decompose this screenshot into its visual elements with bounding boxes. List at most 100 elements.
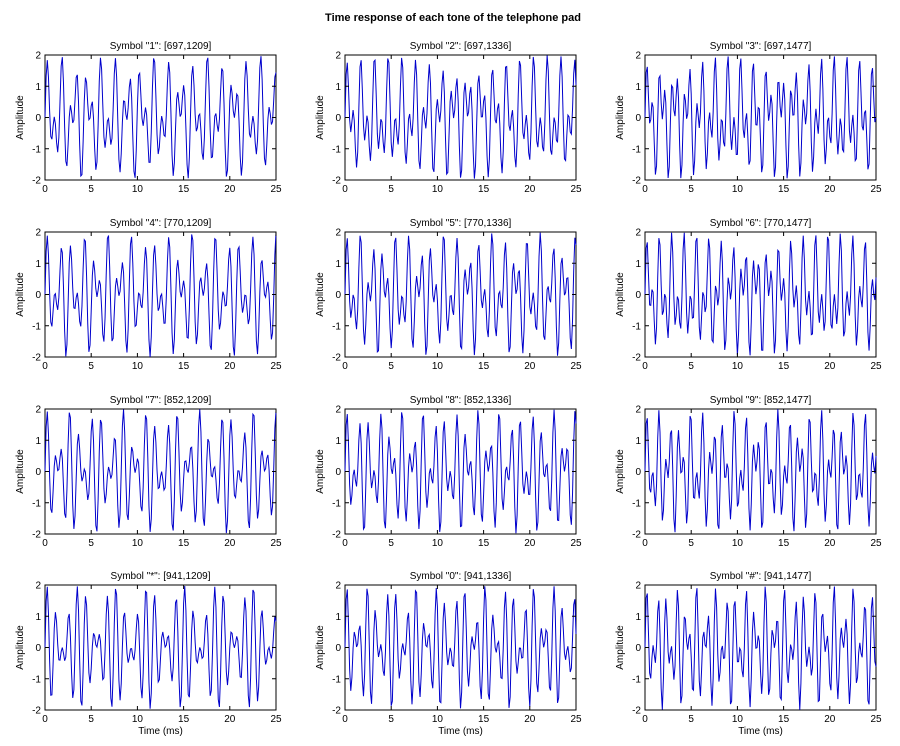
y-tick-label: -1: [632, 321, 641, 332]
y-tick-label: 1: [35, 436, 41, 447]
y-axis-label: Amplitude: [315, 272, 326, 317]
subplot-title: Symbol "1": [697,1209]: [110, 41, 212, 52]
y-tick-label: -2: [32, 176, 41, 187]
x-tick-label: 25: [270, 538, 282, 549]
signal-line: [644, 232, 877, 356]
x-tick-label: 5: [88, 184, 94, 195]
y-tick-label: 2: [335, 581, 341, 592]
x-tick-label: 0: [642, 361, 648, 372]
y-tick-label: -1: [32, 674, 41, 685]
x-axis-label: Time (ms): [738, 726, 783, 737]
y-tick-label: -1: [632, 498, 641, 509]
x-tick-label: 5: [388, 538, 394, 549]
y-tick-label: 2: [635, 581, 641, 592]
y-tick-label: -1: [332, 144, 341, 155]
y-tick-label: 0: [35, 643, 41, 654]
y-tick-label: 2: [635, 405, 641, 416]
y-tick-label: -1: [332, 498, 341, 509]
x-tick-label: 5: [688, 714, 694, 725]
x-tick-label: 15: [778, 184, 790, 195]
y-tick-label: 1: [35, 82, 41, 93]
x-tick-label: 20: [224, 361, 236, 372]
x-tick-label: 15: [178, 538, 190, 549]
y-tick-label: 1: [335, 259, 341, 270]
x-tick-label: 0: [42, 184, 48, 195]
x-tick-label: 20: [524, 538, 536, 549]
x-tick-label: 0: [42, 714, 48, 725]
y-tick-label: -2: [332, 530, 341, 541]
x-tick-label: 10: [132, 361, 144, 372]
y-axis-label: Amplitude: [615, 625, 626, 670]
y-tick-label: 0: [335, 113, 341, 124]
x-tick-label: 15: [478, 538, 490, 549]
subplot-title: Symbol "2": [697,1336]: [410, 41, 512, 52]
x-tick-label: 25: [570, 538, 582, 549]
x-tick-label: 0: [642, 538, 648, 549]
x-tick-label: 5: [88, 361, 94, 372]
x-tick-label: 15: [778, 714, 790, 725]
subplot-title: Symbol "5": [770,1336]: [410, 218, 512, 229]
x-tick-label: 20: [524, 361, 536, 372]
signal-line: [44, 232, 277, 357]
y-tick-label: 2: [335, 405, 341, 416]
axes-frame: [344, 584, 577, 711]
x-tick-label: 20: [824, 361, 836, 372]
x-tick-label: 20: [824, 538, 836, 549]
y-tick-label: -1: [332, 321, 341, 332]
y-tick-label: 2: [35, 581, 41, 592]
y-tick-label: 0: [635, 113, 641, 124]
y-axis-label: Amplitude: [15, 449, 26, 494]
x-tick-label: 20: [224, 714, 236, 725]
x-tick-label: 25: [870, 714, 882, 725]
axes-frame: [44, 54, 277, 181]
figure-title: Time response of each tone of the teleph…: [325, 12, 581, 24]
y-axis-label: Amplitude: [315, 625, 326, 670]
subplot-5: Symbol "5": [770,1336] 0 5 10 15 20 25 -2 -1 0 1 2 A…: [315, 218, 582, 372]
y-tick-label: -2: [32, 530, 41, 541]
x-tick-label: 15: [178, 714, 190, 725]
y-tick-label: -2: [32, 706, 41, 717]
y-tick-label: 0: [635, 467, 641, 478]
signal-line: [644, 409, 877, 533]
x-tick-label: 0: [342, 714, 348, 725]
subplot-title: Symbol "4": [770,1209]: [110, 218, 212, 229]
y-tick-label: 1: [335, 82, 341, 93]
x-tick-label: 15: [178, 361, 190, 372]
y-tick-label: 0: [635, 643, 641, 654]
y-tick-label: -2: [332, 176, 341, 187]
subplot-3: Symbol "3": [697,1477] 0 5 10 15 20 25 -2 -1 0 1 2 A…: [615, 41, 882, 195]
y-tick-label: 0: [35, 113, 41, 124]
y-tick-label: -1: [632, 674, 641, 685]
x-tick-label: 15: [478, 361, 490, 372]
y-tick-label: 1: [335, 612, 341, 623]
subplot-title: Symbol "7": [852,1209]: [110, 395, 212, 406]
y-tick-label: -2: [332, 353, 341, 364]
y-tick-label: -1: [32, 321, 41, 332]
x-tick-label: 10: [132, 538, 144, 549]
subplot-10: Symbol "*": [941,1209] 0 5 10 15 20 25 -2 -1 0 1 2 A…: [15, 571, 282, 737]
y-tick-label: 1: [635, 612, 641, 623]
y-axis-label: Amplitude: [15, 272, 26, 317]
x-tick-label: 25: [270, 714, 282, 725]
x-tick-label: 20: [224, 538, 236, 549]
x-tick-label: 10: [732, 538, 744, 549]
x-tick-label: 25: [870, 361, 882, 372]
subplot-1: Symbol "1": [697,1209] 0 5 10 15 20 25 -2 -1 0 1 2 A…: [15, 41, 282, 195]
x-tick-label: 10: [132, 184, 144, 195]
subplot-6: Symbol "6": [770,1477] 0 5 10 15 20 25 -2 -1 0 1 2 A…: [615, 218, 882, 372]
y-tick-label: 1: [335, 436, 341, 447]
y-axis-label: Amplitude: [315, 449, 326, 494]
x-tick-label: 15: [778, 361, 790, 372]
y-tick-label: 1: [635, 436, 641, 447]
x-axis-label: Time (ms): [438, 726, 483, 737]
x-tick-label: 10: [432, 714, 444, 725]
subplot-grid: Symbol "1": [697,1209]0 5 10 15 20 25-2-1012A…: [15, 41, 882, 737]
y-tick-label: 2: [35, 228, 41, 239]
subplot-8: Symbol "8": [852,1336] 0 5 10 15 20 25 -2 -1 0 1 2 A…: [315, 395, 582, 549]
subplot-4: Symbol "4": [770,1209] 0 5 10 15 20 25 -2 -1 0 1 2 A…: [15, 218, 282, 372]
y-tick-label: 1: [35, 259, 41, 270]
y-axis-label: Amplitude: [615, 449, 626, 494]
x-tick-label: 5: [88, 538, 94, 549]
y-tick-label: 1: [35, 612, 41, 623]
x-tick-label: 25: [570, 184, 582, 195]
